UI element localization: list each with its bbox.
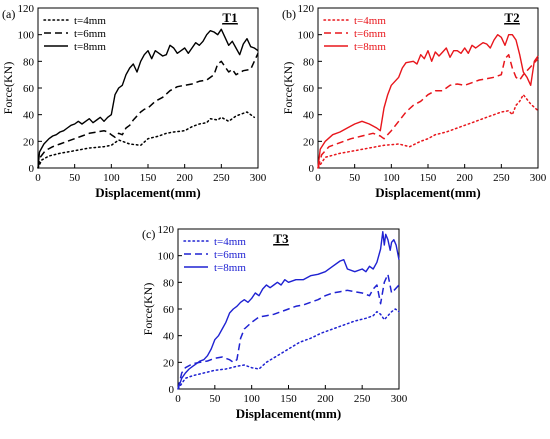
y-tick-label: 40 [23, 110, 35, 122]
x-tick-label: 200 [317, 393, 334, 405]
legend-entry: t=6mm [74, 28, 106, 40]
y-tick-label: 20 [303, 136, 315, 148]
x-tick-label: 50 [349, 172, 361, 184]
y-tick-label: 80 [23, 56, 35, 68]
legend-entry: t=8mm [74, 41, 106, 53]
x-tick-label: 150 [420, 172, 437, 184]
y-tick-label: 40 [163, 331, 175, 343]
x-tick-label: 250 [213, 172, 230, 184]
series-line-t-6mm [37, 52, 259, 169]
y-axis-label: Force(KN) [281, 62, 295, 115]
y-tick-label: 100 [158, 251, 175, 263]
x-tick-label: 200 [176, 172, 193, 184]
legend-entry: t=4mm [214, 236, 246, 248]
series-line-t-8mm [177, 230, 400, 390]
y-tick-label: 0 [309, 163, 315, 175]
y-tick-label: 120 [158, 224, 175, 236]
y-tick-label: 100 [18, 30, 35, 42]
x-tick-label: 300 [250, 172, 267, 184]
y-tick-label: 80 [163, 277, 175, 289]
y-tick-label: 60 [23, 83, 35, 95]
legend-entry: t=6mm [214, 249, 246, 261]
x-axis-label: Displacement(mm) [375, 185, 480, 200]
x-axis-label: Displacement(mm) [236, 406, 341, 421]
y-tick-label: 0 [29, 163, 35, 175]
series-line-t-4mm [177, 308, 400, 390]
legend-entry: t=8mm [214, 262, 246, 274]
y-tick-label: 40 [303, 110, 315, 122]
y-tick-label: 0 [169, 384, 175, 396]
x-tick-label: 100 [383, 172, 400, 184]
x-tick-label: 300 [391, 393, 408, 405]
y-tick-label: 20 [163, 357, 175, 369]
y-tick-label: 120 [18, 3, 35, 15]
x-tick-label: 150 [140, 172, 157, 184]
panel-tag: T1 [222, 10, 237, 25]
panel-tag: T3 [273, 231, 289, 246]
y-axis-label: Force(KN) [141, 283, 155, 336]
series-line-t-4mm [317, 93, 539, 169]
x-tick-label: 50 [69, 172, 81, 184]
series-line-t-6mm [317, 53, 539, 169]
y-tick-label: 120 [298, 3, 315, 15]
legend-entry: t=6mm [354, 28, 386, 40]
series-line-t-8mm [37, 28, 259, 169]
x-tick-label: 0 [315, 172, 321, 184]
y-tick-label: 60 [303, 83, 315, 95]
series-line-t-8mm [317, 34, 539, 169]
panel-tag: T2 [504, 10, 519, 25]
x-tick-label: 0 [35, 172, 41, 184]
panel-label: (b) [282, 7, 296, 21]
x-tick-label: 100 [243, 393, 260, 405]
x-tick-label: 0 [175, 393, 181, 405]
chart-panel-3: 0 50 100 150 200 250 300 0 20 40 60 80 100 120 Displac… [141, 224, 408, 421]
y-axis-label: Force(KN) [1, 62, 15, 115]
y-tick-label: 20 [23, 136, 35, 148]
y-tick-label: 80 [303, 56, 315, 68]
y-tick-label: 100 [298, 30, 315, 42]
x-tick-label: 100 [103, 172, 120, 184]
series-line-t-4mm [37, 111, 256, 169]
x-tick-label: 150 [280, 393, 297, 405]
x-tick-label: 300 [530, 172, 547, 184]
x-tick-label: 250 [354, 393, 371, 405]
plot-frame [37, 7, 259, 169]
x-tick-label: 50 [209, 393, 221, 405]
x-tick-label: 250 [493, 172, 510, 184]
panel-label: (c) [142, 227, 155, 241]
legend-entry: t=4mm [74, 15, 106, 27]
y-tick-label: 60 [163, 304, 175, 316]
series-line-t-6mm [177, 273, 400, 390]
legend-entry: t=8mm [354, 41, 386, 53]
x-axis-label: Displacement(mm) [95, 185, 200, 200]
panel-label: (a) [2, 7, 15, 21]
legend-entry: t=4mm [354, 15, 386, 27]
chart-panel-2: 0 50 100 150 200 250 300 0 20 40 60 80 100 120 Displac… [281, 3, 547, 200]
plot-frame [317, 7, 539, 169]
x-tick-label: 200 [456, 172, 473, 184]
chart-panel-1: 0 50 100 150 200 250 300 0 20 40 60 80 100 120 Displac… [1, 3, 267, 200]
